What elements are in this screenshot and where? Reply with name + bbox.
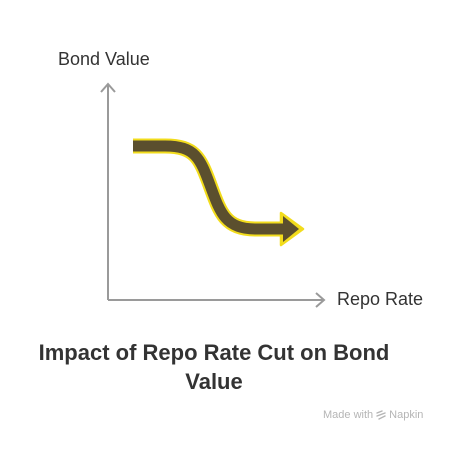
curved-arrow (133, 138, 305, 247)
diagram-title: Impact of Repo Rate Cut on Bond Value (38, 340, 390, 394)
y-axis-label: Bond Value (58, 49, 150, 69)
watermark-made-with: Made with (323, 409, 374, 421)
napkin-icon (376, 410, 386, 420)
watermark-brand: Napkin (389, 409, 424, 421)
y-axis (100, 82, 116, 300)
watermark: Made with Napkin (323, 409, 423, 421)
x-axis (108, 292, 326, 308)
x-axis-label: Repo Rate (337, 289, 424, 309)
